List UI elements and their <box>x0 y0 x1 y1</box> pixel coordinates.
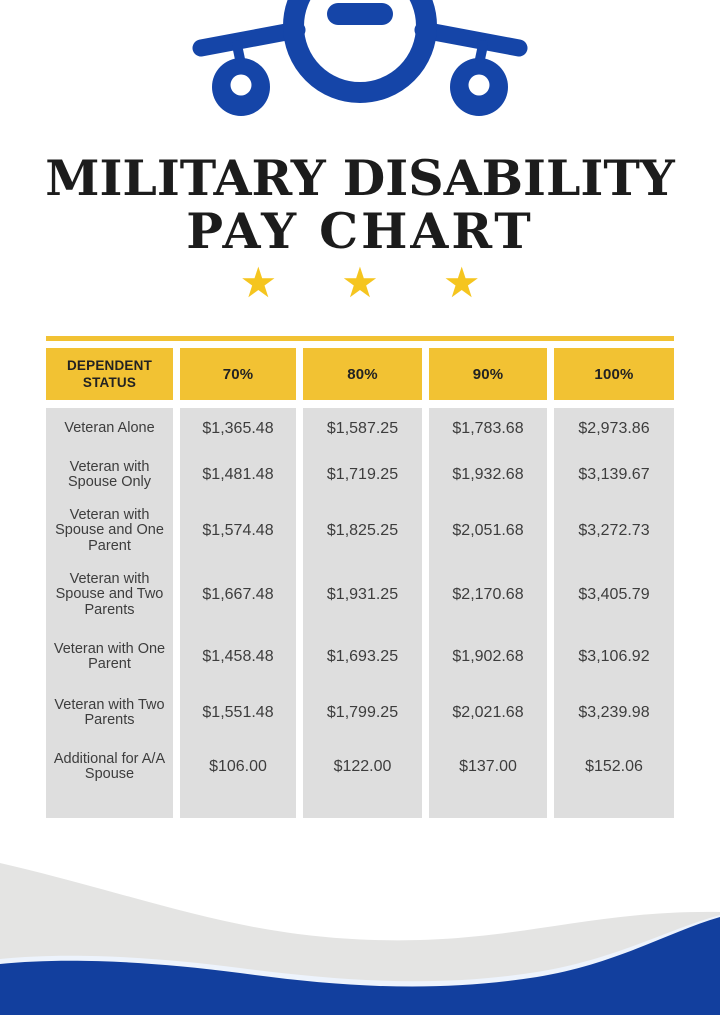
table-cell: $1,719.25 <box>303 450 422 500</box>
table-spacer-cell <box>429 794 547 818</box>
wave-decoration <box>0 850 720 1015</box>
table-cell: $2,973.86 <box>554 408 674 450</box>
star-divider: ★ ★ ★ <box>0 262 720 304</box>
table-cell: $137.00 <box>429 740 547 794</box>
table-cell: $1,365.48 <box>180 408 296 450</box>
table-cell: $1,799.25 <box>303 686 422 740</box>
title-line-2: PAY CHART <box>186 202 534 260</box>
table-cell: $1,902.68 <box>429 628 547 686</box>
row-label: Veteran with Spouse Only <box>46 450 173 500</box>
airplane-icon-svg <box>192 0 528 116</box>
table-cell: $1,931.25 <box>303 562 422 628</box>
star-icon: ★ <box>442 258 481 307</box>
table-cell: $3,272.73 <box>554 500 674 562</box>
table-cell: $1,667.48 <box>180 562 296 628</box>
table-cell: $2,021.68 <box>429 686 547 740</box>
table-header-row: DEPENDENT STATUS 70% 80% 90% 100% <box>46 348 674 400</box>
column-header-80: 80% <box>303 348 422 400</box>
row-label: Veteran with Two Parents <box>46 686 173 740</box>
row-label: Veteran Alone <box>46 408 173 450</box>
pay-table: DEPENDENT STATUS 70% 80% 90% 100% Vetera… <box>46 336 674 818</box>
table-cell: $1,587.25 <box>303 408 422 450</box>
table-cell: $1,932.68 <box>429 450 547 500</box>
column-header-90: 90% <box>429 348 547 400</box>
table-body: Veteran Alone $1,365.48 $1,587.25 $1,783… <box>46 408 674 818</box>
table-cell: $122.00 <box>303 740 422 794</box>
column-header-70: 70% <box>180 348 296 400</box>
table-spacer-cell <box>303 794 422 818</box>
table-cell: $2,051.68 <box>429 500 547 562</box>
table-cell: $152.06 <box>554 740 674 794</box>
table-cell: $3,139.67 <box>554 450 674 500</box>
table-spacer-cell <box>554 794 674 818</box>
page-title: MILITARY DISABILITY PAY CHART <box>0 152 720 258</box>
table-cell: $1,574.48 <box>180 500 296 562</box>
table-cell: $1,825.25 <box>303 500 422 562</box>
blue-wave <box>0 917 720 1015</box>
table-cell: $3,405.79 <box>554 562 674 628</box>
table-spacer-cell <box>180 794 296 818</box>
row-label: Veteran with Spouse and Two Parents <box>46 562 173 628</box>
table-cell: $1,481.48 <box>180 450 296 500</box>
table-cell: $1,693.25 <box>303 628 422 686</box>
column-header-100: 100% <box>554 348 674 400</box>
table-cell: $1,783.68 <box>429 408 547 450</box>
table-spacer-cell <box>46 794 173 818</box>
airplane-icon <box>0 0 720 126</box>
column-header-dependent-status: DEPENDENT STATUS <box>46 348 173 400</box>
table-cell: $1,458.48 <box>180 628 296 686</box>
table-cell: $106.00 <box>180 740 296 794</box>
star-icon: ★ <box>341 258 379 307</box>
row-label: Additional for A/A Spouse <box>46 740 173 794</box>
table-cell: $3,239.98 <box>554 686 674 740</box>
title-line-1: MILITARY DISABILITY <box>45 149 675 207</box>
table-cell: $2,170.68 <box>429 562 547 628</box>
star-icon: ★ <box>239 258 278 307</box>
wave-decoration-svg <box>0 863 720 1015</box>
table-cell: $1,551.48 <box>180 686 296 740</box>
table-cell: $3,106.92 <box>554 628 674 686</box>
table-top-accent <box>46 336 674 341</box>
row-label: Veteran with One Parent <box>46 628 173 686</box>
row-label: Veteran with Spouse and One Parent <box>46 500 173 562</box>
